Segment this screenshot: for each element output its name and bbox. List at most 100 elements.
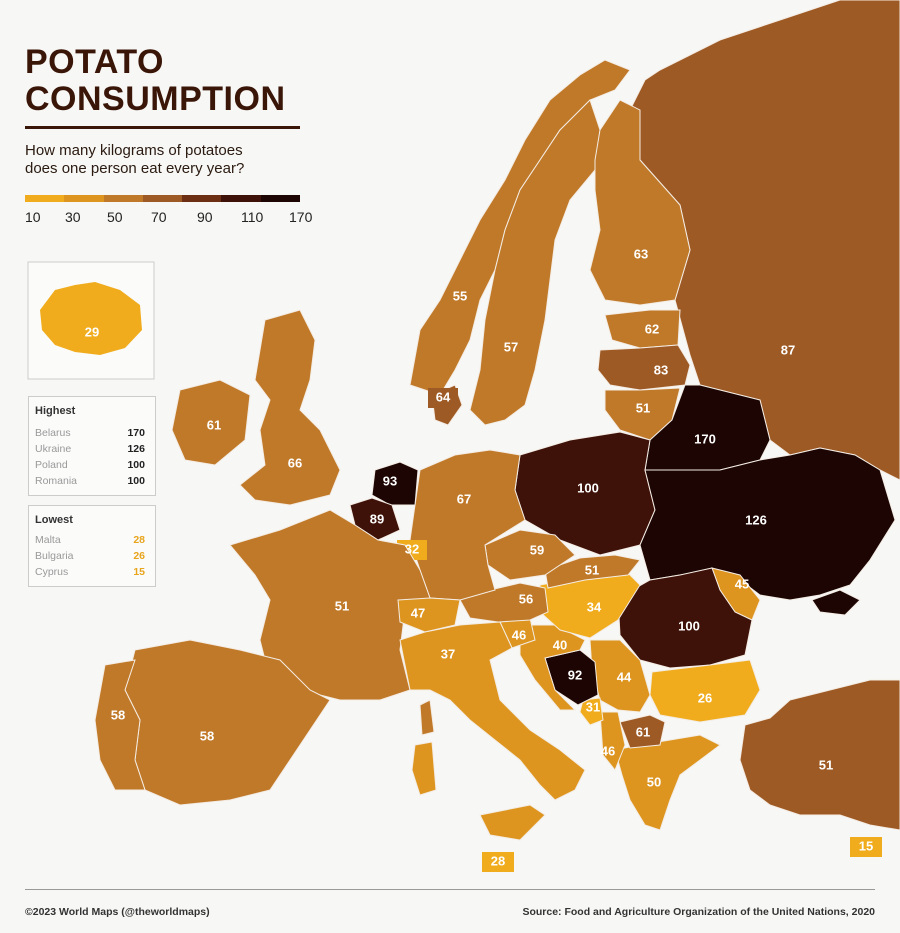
country-iceland xyxy=(40,282,142,355)
value-label-portugal: 58 xyxy=(111,707,125,722)
legend-swatch xyxy=(142,195,183,202)
value-label-croatia: 40 xyxy=(553,637,567,652)
map-subtitle: How many kilograms of potatoes does one … xyxy=(25,142,315,178)
value-label-lithuania: 51 xyxy=(636,400,650,415)
value-label-malta: 28 xyxy=(491,853,505,868)
value-label-montenegro: 31 xyxy=(586,699,600,714)
highest-heading: Highest xyxy=(35,405,76,417)
footer-source: Source: Food and Agriculture Organizatio… xyxy=(522,906,875,918)
row-name: Poland xyxy=(35,459,68,471)
country-denmark-tag xyxy=(428,388,458,408)
row-value: 100 xyxy=(127,459,145,471)
value-label-ireland: 61 xyxy=(207,417,221,432)
lowest-heading: Lowest xyxy=(35,514,73,526)
value-label-ukraine: 126 xyxy=(745,512,767,527)
value-label-belgium: 89 xyxy=(370,511,384,526)
row-value: 26 xyxy=(133,550,145,562)
row-name: Bulgaria xyxy=(35,550,74,562)
value-label-austria: 56 xyxy=(519,591,533,606)
island-sardinia xyxy=(411,741,437,796)
title-rule xyxy=(25,126,300,129)
highest-row: Ukraine 126 xyxy=(35,443,145,455)
lowest-row: Malta 28 xyxy=(35,534,145,546)
value-label-moldova: 45 xyxy=(735,576,749,591)
country-north-macedonia xyxy=(619,714,666,749)
title-line-2: CONSUMPTION xyxy=(25,80,286,118)
value-label-slovakia: 51 xyxy=(585,562,599,577)
value-label-finland: 63 xyxy=(634,246,648,261)
value-label-north-macedonia: 61 xyxy=(636,724,650,739)
value-label-denmark: 64 xyxy=(436,389,451,404)
country-switzerland xyxy=(397,597,461,633)
legend-swatch xyxy=(25,195,65,202)
value-label-poland: 100 xyxy=(577,480,599,495)
legend-tick: 70 xyxy=(151,209,167,225)
country-finland xyxy=(589,99,691,306)
island-sicily xyxy=(479,804,546,841)
country-ireland xyxy=(171,379,251,466)
country-cyprus xyxy=(850,837,882,857)
value-label-hungary: 34 xyxy=(587,599,602,614)
lowest-panel: Lowest Malta 28 Bulgaria 26 Cyprus 15 xyxy=(28,505,156,587)
row-name: Ukraine xyxy=(35,443,72,455)
row-name: Malta xyxy=(35,534,61,546)
value-label-italy: 37 xyxy=(441,646,455,661)
value-label-spain: 58 xyxy=(200,728,214,743)
value-label-greece: 50 xyxy=(647,774,661,789)
country-portugal xyxy=(94,659,146,791)
country-greece xyxy=(614,734,721,831)
country-bulgaria xyxy=(649,659,761,723)
value-label-norway: 55 xyxy=(453,288,467,303)
country-turkey xyxy=(739,679,900,831)
footer-rule xyxy=(25,889,875,890)
country-malta xyxy=(482,852,514,872)
row-name: Cyprus xyxy=(35,566,69,578)
row-value: 28 xyxy=(133,534,145,546)
legend-tick: 50 xyxy=(107,209,123,225)
subtitle-line-1: How many kilograms of potatoes xyxy=(25,142,243,159)
value-label-cyprus: 15 xyxy=(859,838,873,853)
row-value: 126 xyxy=(127,443,145,455)
row-name: Belarus xyxy=(35,427,71,439)
country-norway xyxy=(409,59,631,396)
highest-row: Belarus 170 xyxy=(35,427,145,439)
value-label-luxembourg: 32 xyxy=(405,541,419,556)
country-montenegro xyxy=(579,697,604,726)
value-label-latvia: 83 xyxy=(654,362,668,377)
value-label-bulgaria: 26 xyxy=(698,690,712,705)
lowest-row: Bulgaria 26 xyxy=(35,550,145,562)
value-label-bosnia: 92 xyxy=(568,667,582,682)
value-label-netherlands: 93 xyxy=(383,473,397,488)
legend-swatch xyxy=(260,195,300,202)
lowest-row: Cyprus 15 xyxy=(35,566,145,578)
value-label-slovenia: 46 xyxy=(512,627,526,642)
value-label-switzerland: 47 xyxy=(411,605,425,620)
country-netherlands xyxy=(371,461,419,506)
country-france xyxy=(229,509,431,701)
value-label-serbia: 44 xyxy=(617,669,632,684)
legend-swatch xyxy=(64,195,104,202)
row-value: 170 xyxy=(127,427,145,439)
legend-tick: 10 xyxy=(25,209,41,225)
highest-panel: Highest Belarus 170 Ukraine 126 Poland 100 … xyxy=(28,396,156,496)
value-label-estonia: 62 xyxy=(645,321,659,336)
country-czechia xyxy=(484,529,576,581)
row-name: Romania xyxy=(35,475,78,487)
value-label-germany: 67 xyxy=(457,491,471,506)
title-line-1: POTATO xyxy=(25,43,164,81)
value-label-albania: 46 xyxy=(601,743,615,758)
legend-swatch xyxy=(221,195,261,202)
legend-tick: 30 xyxy=(65,209,81,225)
country-slovakia xyxy=(544,554,641,589)
map-title: POTATO CONSUMPTION xyxy=(25,44,286,118)
highest-row: Poland 100 xyxy=(35,459,145,471)
row-value: 15 xyxy=(133,566,145,578)
country-latvia xyxy=(597,344,691,391)
country-albania xyxy=(599,711,626,771)
value-label-france: 51 xyxy=(335,598,349,613)
legend-tick: 110 xyxy=(241,209,264,225)
region-crimea xyxy=(811,589,861,616)
country-italy xyxy=(399,621,586,801)
legend-color-bar xyxy=(25,195,300,202)
